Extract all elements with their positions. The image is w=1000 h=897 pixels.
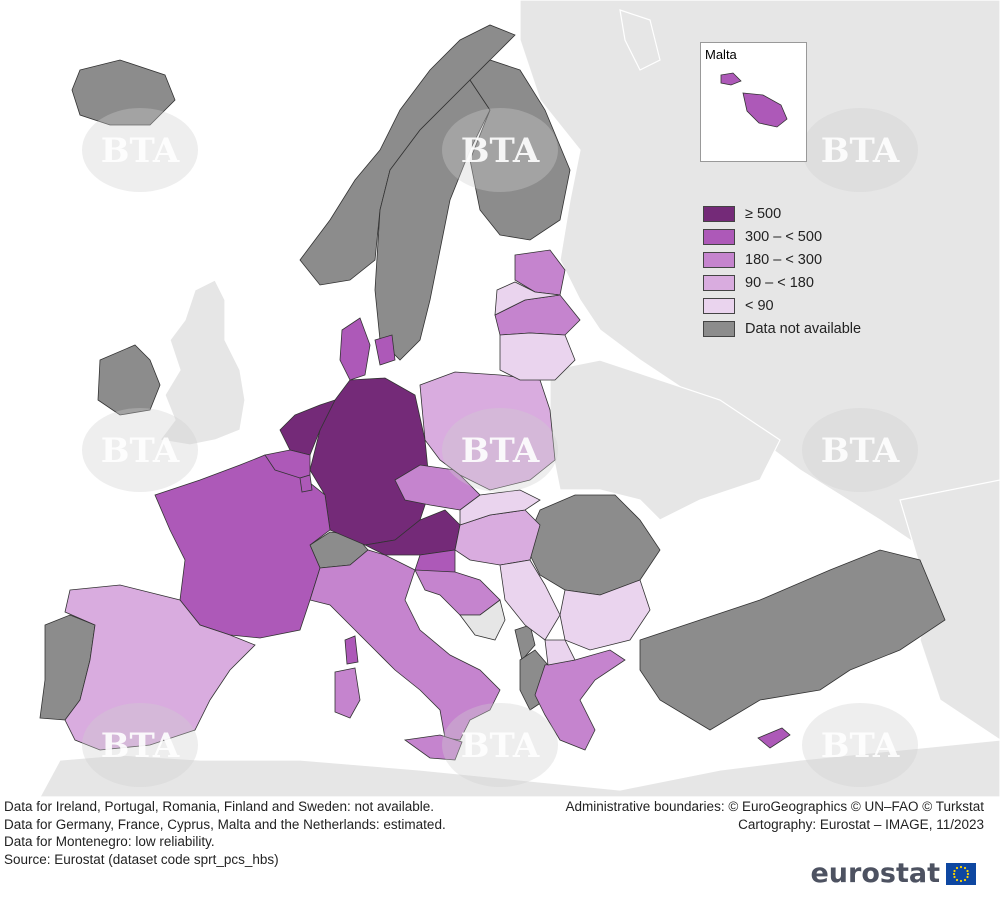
country-ireland <box>97 344 161 416</box>
country-iceland <box>71 59 176 126</box>
credits: Administrative boundaries: © EuroGeograp… <box>565 798 984 833</box>
legend-swatch <box>703 251 735 268</box>
legend-label: 90 – < 180 <box>745 274 814 291</box>
country-montenegro <box>514 624 536 661</box>
europe-map: BTA BTA BTA BTA BTA BTA BTA BTA BTA <box>39 0 1000 797</box>
country-bulgaria <box>559 579 651 651</box>
legend-label: < 90 <box>745 297 774 314</box>
footnote: Data for Ireland, Portugal, Romania, Fin… <box>4 799 435 814</box>
eurostat-logo-text: eurostat <box>810 858 940 889</box>
eu-flag-icon <box>946 862 976 885</box>
country-cyprus <box>757 727 791 749</box>
region-north-africa <box>39 739 1000 797</box>
source-note: Source: Eurostat (dataset code sprt_pcs_… <box>4 851 279 867</box>
legend-label: ≥ 500 <box>745 205 782 222</box>
country-bosnia <box>459 599 506 641</box>
legend-item: 180 – < 300 <box>703 248 861 271</box>
country-croatia <box>414 569 501 616</box>
legend-swatch <box>703 274 735 291</box>
country-netherlands <box>279 399 336 456</box>
legend-swatch <box>703 205 735 222</box>
legend: ≥ 500 300 – < 500 180 – < 300 90 – < 180… <box>703 202 861 340</box>
watermark-text: BTA <box>821 131 900 171</box>
country-italy <box>309 549 501 741</box>
country-serbia <box>499 559 561 641</box>
region-uk <box>158 279 246 446</box>
footnotes: Data for Ireland, Portugal, Romania, Fin… <box>4 798 446 868</box>
region-eastern-europe <box>549 359 781 521</box>
boundaries-credit: Administrative boundaries: © EuroGeograp… <box>565 799 984 814</box>
legend-swatch <box>703 320 735 337</box>
region-svalbard-west <box>619 9 661 71</box>
footnote: Data for Montenegro: low reliability. <box>4 834 215 849</box>
watermark-text: BTA <box>821 726 900 766</box>
island-sardinia <box>334 667 361 719</box>
country-greece <box>534 649 626 751</box>
map-area: BTA BTA BTA BTA BTA BTA BTA BTA BTA Malt… <box>39 0 1000 797</box>
country-turkey <box>639 549 946 731</box>
country-belarus <box>499 332 576 381</box>
cartography-credit: Cartography: Eurostat – IMAGE, 11/2023 <box>738 816 984 832</box>
legend-item: Data not available <box>703 317 861 340</box>
watermarks: BTA BTA BTA BTA BTA BTA BTA BTA BTA <box>82 108 918 787</box>
watermark-text: BTA <box>461 431 540 471</box>
legend-swatch <box>703 297 735 314</box>
country-poland <box>419 371 556 491</box>
legend-item: 90 – < 180 <box>703 271 861 294</box>
watermark-text: BTA <box>461 131 540 171</box>
island-sicily <box>403 734 463 761</box>
footnote: Data for Germany, France, Cyprus, Malta … <box>4 816 446 832</box>
watermark-text: BTA <box>461 726 540 766</box>
legend-item: < 90 <box>703 294 861 317</box>
legend-swatch <box>703 228 735 245</box>
island-corsica <box>344 635 359 665</box>
eurostat-logo: eurostat <box>810 858 976 889</box>
legend-item: ≥ 500 <box>703 202 861 225</box>
malta-inset: Malta <box>700 42 807 162</box>
country-denmark <box>339 317 396 381</box>
legend-label: 180 – < 300 <box>745 251 823 268</box>
country-north-macedonia <box>544 639 576 666</box>
country-slovakia <box>459 489 541 526</box>
watermark-text: BTA <box>101 131 180 171</box>
malta-shape <box>720 72 788 128</box>
malta-inset-title: Malta <box>705 47 737 62</box>
watermark-text: BTA <box>101 726 180 766</box>
legend-item: 300 – < 500 <box>703 225 861 248</box>
watermark-text: BTA <box>101 431 180 471</box>
country-spain <box>64 584 256 751</box>
legend-label: Data not available <box>745 320 862 337</box>
country-latvia <box>494 281 561 316</box>
country-luxembourg <box>299 474 313 493</box>
country-finland <box>469 59 571 241</box>
watermark-text: BTA <box>821 431 900 471</box>
legend-label: 300 – < 500 <box>745 228 823 245</box>
